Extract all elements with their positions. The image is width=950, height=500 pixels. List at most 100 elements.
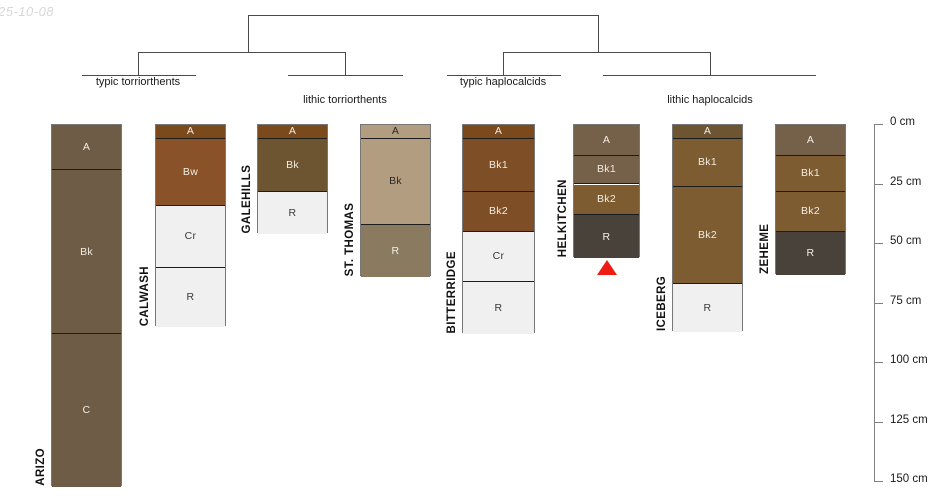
watermark-date: 25-10-08 [0, 4, 55, 19]
depth-axis-tick [874, 481, 883, 482]
horizon-bk: Bk [258, 139, 327, 192]
profile-marker-triangle-icon [596, 260, 617, 276]
horizon-label: C [82, 404, 91, 417]
horizon-cr: Cr [463, 232, 534, 283]
cluster-label-lithic-torriorthents: lithic torriorthents [303, 94, 387, 106]
horizon-label: Cr [492, 250, 505, 263]
profile-name-label: ZEHEME [759, 223, 771, 274]
horizon-label: Bk2 [597, 193, 616, 206]
horizon-label: Bk1 [801, 167, 820, 180]
horizon-label: Bk [286, 158, 299, 171]
profile-name-label: HELKITCHEN [557, 179, 569, 258]
cluster-label-typic-torriorthents: typic torriorthents [95, 76, 181, 88]
profile-column: A Bk R [257, 124, 328, 235]
depth-axis-label: 100 cm [890, 354, 928, 366]
depth-axis-label: 25 cm [890, 175, 922, 188]
depth-axis-tick [874, 183, 883, 185]
horizon-label: R [186, 291, 195, 304]
horizon-bk: Bk [361, 139, 430, 225]
profile-column: A Bk C [51, 124, 122, 487]
horizon-label: Bw [182, 165, 199, 178]
horizon-bk2: Bk2 [574, 184, 639, 216]
dendrogram-stem-lithic-torriorthents [345, 52, 346, 75]
profile-name-label: GALEHILLS [241, 164, 253, 234]
horizon-label: R [703, 302, 712, 314]
horizon-a: A [574, 125, 639, 156]
horizon-r: R [574, 215, 639, 259]
horizon-a: A [463, 125, 534, 140]
dendrogram: typic torriorthents lithic torriorthents t… [0, 0, 950, 112]
horizon-label: A [703, 125, 712, 138]
horizon-label: A [494, 125, 503, 138]
horizon-label: A [806, 133, 815, 146]
dendrogram-stem-lithic-haplocalcids [710, 52, 711, 75]
depth-axis-tick [874, 243, 883, 244]
depth-axis-tick [874, 362, 883, 363]
horizon-bk: Bk [52, 170, 121, 335]
horizon-r: R [463, 282, 534, 335]
horizon-bw: Bw [156, 139, 225, 206]
horizon-bk2: Bk2 [463, 191, 534, 233]
cluster-label-lithic-haplocalcids: lithic haplocalcids [667, 94, 753, 106]
horizon-label: A [391, 125, 400, 138]
dendrogram-stem-typic-torriorthents [138, 52, 139, 75]
profile-column: A Bk1 Bk2 R [775, 124, 846, 275]
horizon-bk1: Bk1 [574, 155, 639, 185]
horizon-label: Bk2 [801, 205, 820, 218]
profile-column: A Bw Cr R [155, 124, 226, 328]
dendrogram-leaf-bar-1 [288, 75, 403, 76]
horizon-cr: Cr [156, 205, 225, 268]
horizon-bk1: Bk1 [673, 139, 742, 187]
horizon-label: Bk [389, 175, 402, 188]
horizon-label: A [602, 133, 611, 146]
horizon-c: C [52, 334, 121, 487]
profile-name-label: BITTERRIDGE [446, 251, 458, 334]
horizon-label: Bk1 [698, 156, 717, 169]
depth-axis-tick [874, 421, 883, 423]
horizon-a: A [361, 125, 430, 140]
cluster-label-typic-haplocalcids: typic haplocalcids [459, 76, 547, 88]
horizon-bk2: Bk2 [776, 191, 845, 233]
horizon-a: A [52, 125, 121, 171]
horizon-label: R [494, 302, 503, 314]
horizon-bk2: Bk2 [673, 186, 742, 285]
depth-axis-label: 50 cm [890, 235, 922, 247]
dendrogram-stem-haplocalcids [598, 15, 599, 52]
profile-column: A Bk1 Bk2 Cr R [462, 124, 535, 335]
profile-column: A Bk R [360, 124, 431, 278]
profile-column: A Bk1 Bk2 R [672, 124, 743, 333]
horizon-label: A [82, 140, 91, 153]
depth-axis-tick [874, 124, 883, 125]
horizon-label: R [602, 230, 611, 243]
horizon-r: R [673, 284, 742, 333]
horizon-a: A [156, 125, 225, 140]
horizon-label: A [186, 125, 195, 138]
profile-name-label: ARIZO [35, 447, 47, 486]
dendrogram-root-bar [248, 15, 598, 16]
dendrogram-stem-typic-haplocalcids [503, 52, 504, 75]
horizon-label: R [391, 244, 400, 257]
dendrogram-join-torriorthents [138, 52, 345, 53]
horizon-bk1: Bk1 [463, 139, 534, 192]
horizon-label: A [288, 125, 297, 138]
profile-column: A Bk1 Bk2 R [573, 124, 640, 259]
profile-name-label: ST. THOMAS [344, 202, 356, 277]
horizon-label: Bk1 [489, 158, 508, 171]
profile-name-label: ICEBERG [656, 275, 668, 332]
horizon-a: A [673, 125, 742, 140]
horizon-bk1: Bk1 [776, 155, 845, 192]
depth-axis-label: 75 cm [890, 294, 922, 307]
depth-axis-label: 125 cm [890, 413, 928, 426]
horizon-label: R [288, 206, 297, 219]
dendrogram-stem-torriorthents [248, 15, 249, 52]
horizon-r: R [361, 224, 430, 278]
horizon-r: R [156, 267, 225, 328]
horizon-a: A [258, 125, 327, 140]
depth-axis-label: 150 cm [890, 473, 928, 485]
depth-axis-label: 0 cm [890, 116, 915, 128]
depth-axis-tick [874, 302, 883, 304]
horizon-label: R [806, 247, 815, 260]
dendrogram-join-haplocalcids [503, 52, 710, 53]
horizon-label: Cr [184, 230, 197, 243]
